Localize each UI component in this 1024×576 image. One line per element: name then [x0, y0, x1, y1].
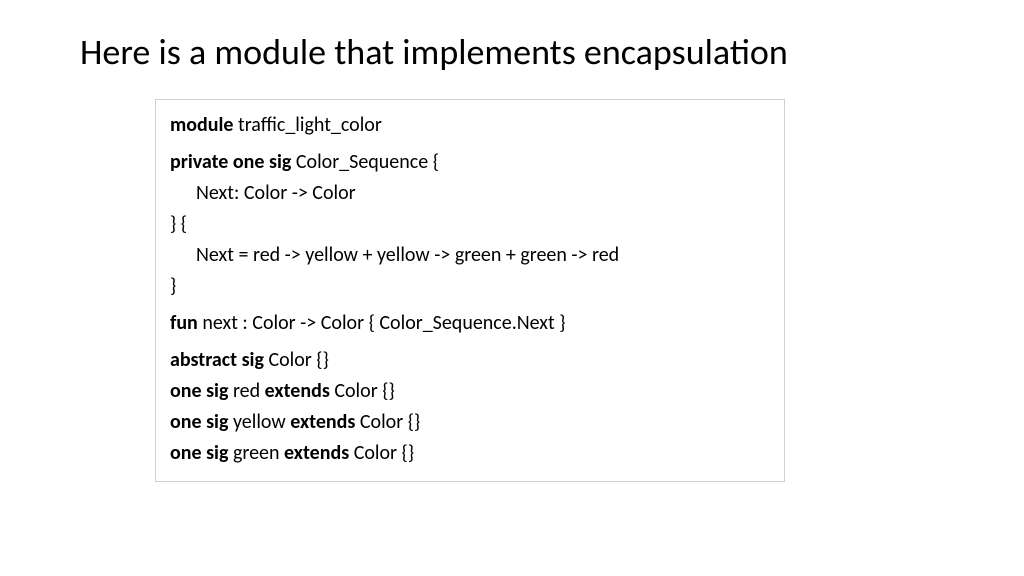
code-text: Color {}	[264, 348, 329, 372]
code-text: } {	[170, 212, 187, 236]
code-text: yellow	[228, 410, 290, 434]
code-line: }	[170, 271, 770, 302]
keyword: fun	[170, 311, 198, 335]
code-text: Color {}	[355, 410, 420, 434]
code-text: Color {}	[349, 441, 414, 465]
code-text: green	[228, 441, 284, 465]
code-text: next : Color -> Color { Color_Sequence.N…	[198, 311, 566, 335]
code-line: fun next : Color -> Color { Color_Sequen…	[170, 308, 770, 339]
code-line: one sig green extends Color {}	[170, 438, 770, 469]
keyword: one sig	[170, 379, 228, 403]
keyword: private one sig	[170, 150, 291, 174]
slide: Here is a module that implements encapsu…	[0, 0, 1024, 482]
code-line: one sig red extends Color {}	[170, 376, 770, 407]
slide-title: Here is a module that implements encapsu…	[80, 30, 944, 75]
code-line: abstract sig Color {}	[170, 345, 770, 376]
code-text: }	[170, 274, 176, 298]
code-line: Next: Color -> Color	[170, 178, 770, 209]
keyword: one sig	[170, 441, 228, 465]
code-line: private one sig Color_Sequence {	[170, 147, 770, 178]
code-line: } {	[170, 209, 770, 240]
code-line: Next = red -> yellow + yellow -> green +…	[170, 240, 770, 271]
code-text: Color {}	[330, 379, 395, 403]
code-line: one sig yellow extends Color {}	[170, 407, 770, 438]
keyword: extends	[290, 410, 355, 434]
code-text: Next: Color -> Color	[196, 181, 356, 205]
code-block: module traffic_light_color private one s…	[155, 99, 785, 482]
keyword: extends	[265, 379, 330, 403]
code-text: Next = red -> yellow + yellow -> green +…	[196, 243, 619, 267]
code-line: module traffic_light_color	[170, 110, 770, 141]
keyword: module	[170, 113, 233, 137]
keyword: one sig	[170, 410, 228, 434]
keyword: abstract sig	[170, 348, 264, 372]
code-text: Color_Sequence {	[291, 150, 439, 174]
keyword: extends	[284, 441, 349, 465]
code-text: red	[228, 379, 264, 403]
code-text: traffic_light_color	[233, 113, 381, 137]
